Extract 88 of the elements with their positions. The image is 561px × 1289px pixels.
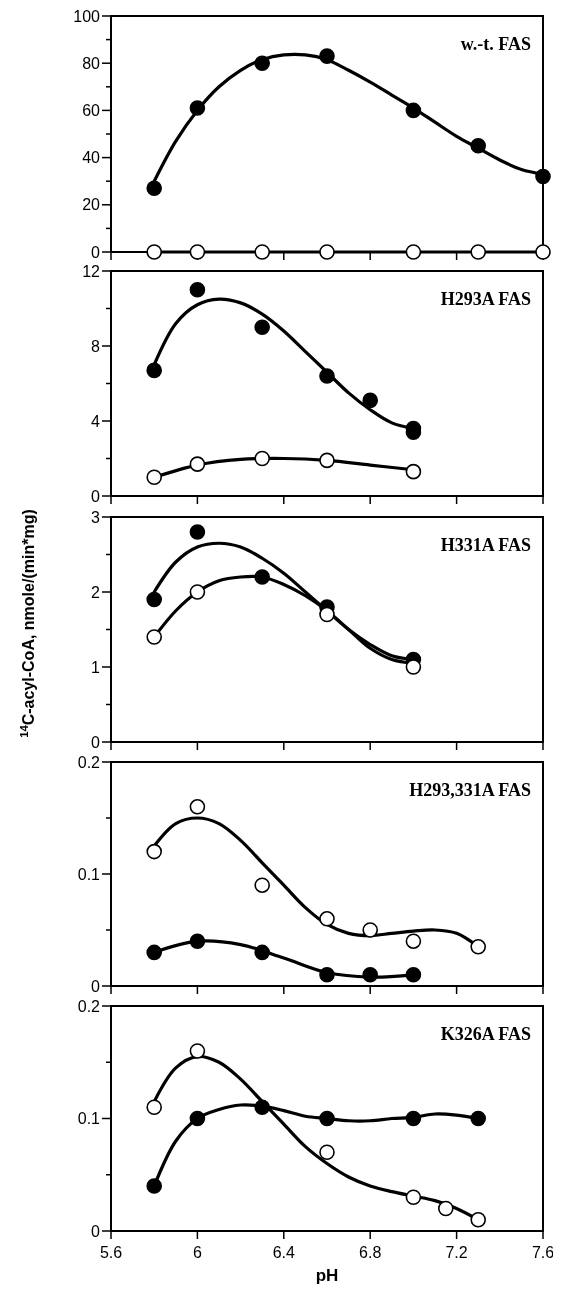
y-tick-label: 1	[91, 658, 101, 676]
point	[254, 1099, 270, 1116]
point	[405, 933, 422, 949]
point	[470, 1211, 486, 1228]
point	[146, 1099, 162, 1116]
x-tick-label: 7.2	[445, 1244, 468, 1261]
point	[319, 368, 335, 384]
point	[470, 1110, 486, 1127]
y-tick-label: 80	[82, 54, 101, 72]
x-tick-label: 7.6	[531, 1244, 555, 1261]
point	[438, 1200, 454, 1217]
point	[405, 244, 422, 260]
point	[362, 922, 378, 938]
point	[189, 584, 206, 600]
y-tick-label: 0	[91, 243, 101, 261]
point	[405, 659, 422, 675]
point	[189, 524, 206, 540]
text: H331A FAS	[440, 535, 531, 555]
point	[319, 452, 335, 469]
point	[254, 569, 270, 585]
point	[189, 1110, 206, 1127]
point	[146, 591, 162, 608]
point	[405, 463, 422, 480]
point	[189, 933, 206, 949]
point	[319, 1110, 335, 1127]
y-tick-label: 4	[91, 412, 101, 430]
point	[189, 100, 206, 116]
point	[362, 967, 378, 983]
x-axis-title: pH	[315, 1266, 339, 1285]
point	[319, 1144, 335, 1161]
y-tick-label: 0.2	[77, 753, 101, 771]
point	[146, 843, 162, 860]
point	[470, 244, 486, 260]
point	[405, 967, 422, 983]
y-tick-label: 0.1	[77, 865, 101, 883]
y-tick-label: 0	[91, 487, 101, 505]
text: H293A FAS	[440, 289, 531, 309]
point	[254, 244, 270, 260]
point	[470, 939, 486, 955]
point	[146, 244, 162, 260]
point	[146, 1178, 162, 1194]
point	[189, 456, 206, 472]
point	[362, 392, 378, 409]
y-tick-label: 12	[82, 262, 101, 280]
point	[146, 629, 162, 645]
text: K326A FAS	[440, 1024, 531, 1044]
x-tick-label: 6	[192, 1244, 202, 1261]
y-tick-label: 100	[73, 7, 101, 25]
point	[470, 138, 486, 154]
y-tick-label: 0	[91, 733, 101, 751]
point	[535, 244, 551, 260]
point	[319, 244, 335, 260]
point	[319, 48, 335, 64]
point	[254, 450, 270, 467]
point	[146, 362, 162, 379]
x-tick-label: 5.6	[99, 1244, 123, 1261]
point	[319, 911, 335, 927]
point	[319, 606, 335, 623]
point	[254, 877, 270, 893]
y-tick-label: 2	[91, 583, 101, 601]
point	[146, 944, 162, 961]
point	[405, 1110, 422, 1127]
y-tick-label: 3	[91, 508, 101, 526]
point	[254, 319, 270, 336]
point	[189, 281, 206, 298]
point	[254, 944, 270, 961]
y-tick-label: 0	[91, 977, 101, 995]
text: H293,331A FAS	[409, 780, 531, 800]
point	[535, 168, 551, 185]
point	[405, 102, 422, 119]
x-tick-label: 6.8	[359, 1244, 382, 1261]
point	[146, 469, 162, 486]
y-tick-label: 0	[91, 1222, 101, 1240]
point	[319, 967, 335, 983]
y-tick-label: 0.2	[77, 997, 101, 1015]
x-tick-label: 6.4	[272, 1244, 296, 1261]
text: w.-t. FAS	[460, 34, 531, 54]
y-tick-label: 60	[82, 102, 101, 119]
point	[405, 1189, 422, 1206]
point	[189, 244, 206, 260]
point	[146, 180, 162, 197]
point	[189, 1043, 206, 1059]
point	[189, 799, 206, 815]
y-tick-label: 40	[82, 149, 101, 167]
point	[254, 55, 270, 71]
y-tick-label: 0.1	[77, 1110, 101, 1128]
y-tick-label: 20	[82, 196, 101, 214]
y-tick-label: 8	[91, 337, 101, 355]
